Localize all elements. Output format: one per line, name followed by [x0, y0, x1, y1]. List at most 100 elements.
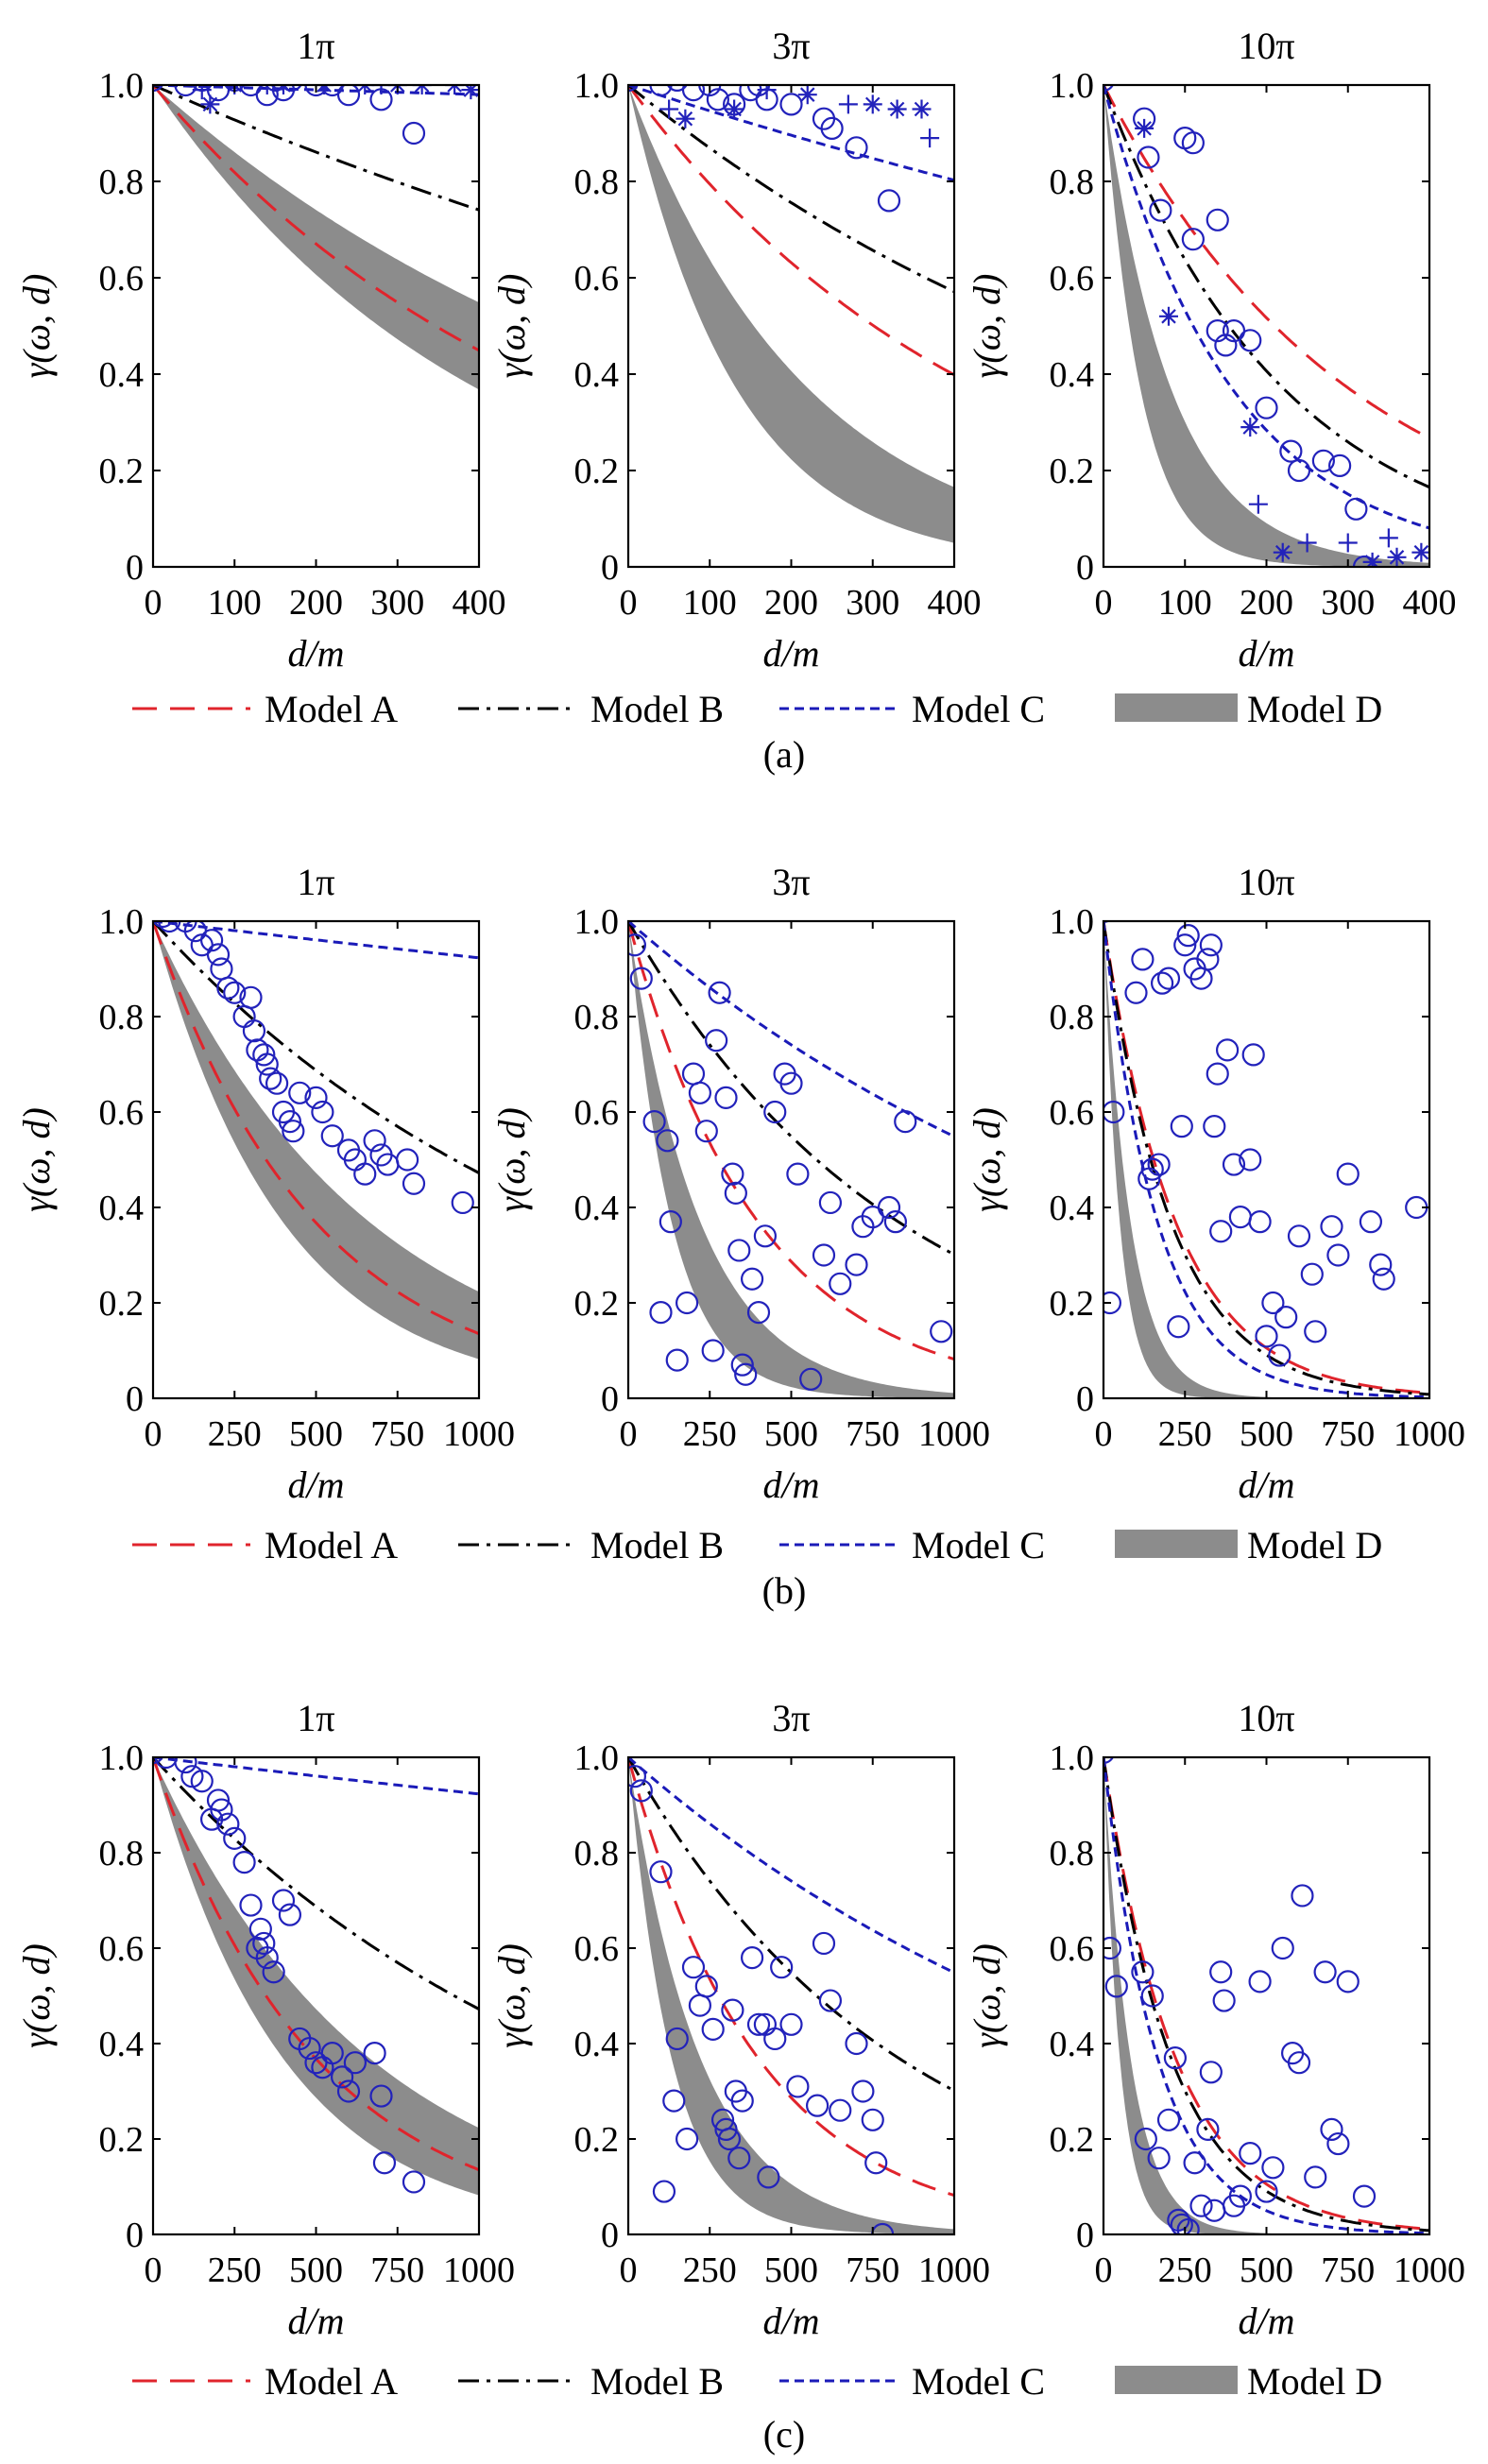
data-point	[724, 1181, 747, 1205]
data-point	[1131, 1960, 1154, 1984]
y-tick-label: 0.4	[574, 2025, 620, 2064]
star-marker	[725, 99, 744, 119]
data-point	[1176, 924, 1200, 948]
data-point	[1137, 145, 1160, 169]
data-point	[1173, 933, 1197, 957]
data-point	[242, 1019, 266, 1043]
data-point	[255, 1946, 279, 1970]
plus-marker	[371, 85, 391, 94]
y-tick-label: 0.6	[1050, 1093, 1095, 1133]
data-point	[1170, 2213, 1193, 2234]
data-point	[210, 957, 233, 981]
plus-marker	[920, 128, 940, 148]
data-point	[1328, 453, 1352, 477]
data-point	[200, 929, 224, 952]
data-point	[665, 2027, 689, 2051]
y-tick-label: 0.6	[574, 259, 620, 299]
data-point	[1196, 948, 1220, 971]
y-tick-label: 1.0	[1050, 902, 1095, 942]
data-point	[304, 85, 328, 97]
chart-panel: 0 0.2 0.4 0.6 0.8 1.0 0 250 500 750 1000 10π d/m γ(ω,…	[966, 861, 1465, 1506]
data-point	[1140, 1984, 1164, 2008]
star-marker	[797, 85, 817, 105]
model-a-line	[628, 85, 954, 377]
legend-label: Model A	[265, 2360, 398, 2403]
y-tick-label: 0.4	[99, 2025, 145, 2064]
star-marker	[863, 94, 882, 114]
data-point	[1228, 1205, 1253, 1229]
model-d-band	[628, 1757, 954, 2234]
plot-area	[628, 921, 954, 1398]
data-point	[1131, 948, 1154, 971]
data-point	[746, 2012, 771, 2036]
y-tick-label: 1.0	[99, 902, 145, 942]
data-point	[694, 1975, 718, 1998]
data-point	[662, 2089, 686, 2113]
model-c-line	[628, 85, 954, 182]
y-tick-label: 0	[126, 548, 144, 588]
panel-label: (c)	[763, 2413, 805, 2455]
data-point	[721, 1162, 744, 1186]
y-tick-label: 0.2	[1050, 452, 1095, 491]
data-point	[649, 1300, 673, 1325]
data-point	[746, 85, 771, 97]
model-d-band	[1103, 85, 1429, 567]
data-point	[701, 2017, 725, 2041]
data-point	[717, 2127, 742, 2151]
model-b-line	[628, 1757, 954, 2093]
model-b-line	[1103, 1757, 1429, 2233]
star-marker	[1135, 118, 1154, 138]
chart-panel: 0 0.2 0.4 0.6 0.8 1.0 0 100 200 300 400 3π d/m γ(ω, d…	[490, 25, 982, 675]
y-tick-label: 0.8	[1050, 998, 1095, 1037]
data-point	[1215, 1038, 1240, 1062]
data-point	[1150, 971, 1174, 995]
data-point	[1206, 1062, 1229, 1086]
plus-marker	[1248, 494, 1268, 514]
model-a-line	[153, 921, 479, 1336]
y-tick-label: 0.4	[574, 1189, 620, 1228]
data-point	[239, 985, 263, 1009]
x-tick-label: 400	[453, 583, 506, 623]
data-point	[223, 1826, 247, 1850]
data-point	[1209, 1220, 1233, 1243]
legend-label: Model C	[912, 1524, 1045, 1566]
data-point	[206, 1788, 231, 1812]
data-point	[311, 1100, 334, 1124]
star-marker	[1411, 542, 1429, 562]
x-axis-label: d/m	[288, 2300, 345, 2342]
data-point	[1336, 1970, 1360, 1993]
chart-panel: 0 0.2 0.4 0.6 0.8 1.0 0 250 500 750 1000 10π d/m γ(ω,…	[966, 1697, 1465, 2342]
data-point	[1304, 2165, 1327, 2189]
y-tick-label: 0.8	[574, 163, 620, 202]
x-tick-label: 1000	[1394, 1414, 1465, 1454]
data-point	[1156, 2108, 1181, 2131]
x-tick-label: 0	[1095, 1414, 1113, 1454]
data-point	[1170, 1115, 1193, 1138]
data-point	[681, 1062, 706, 1086]
data-point	[232, 1850, 256, 1874]
data-point	[1372, 1267, 1395, 1291]
data-point	[278, 1903, 301, 1926]
x-tick-label: 500	[289, 2250, 343, 2290]
data-point	[1248, 1210, 1272, 1234]
x-tick-label: 1000	[918, 1414, 990, 1454]
data-point	[1326, 1243, 1350, 1267]
data-point	[786, 2075, 810, 2098]
model-b-line	[628, 921, 954, 1257]
legend-swatch	[1115, 1530, 1238, 1558]
y-tick-label: 0	[126, 1379, 144, 1419]
star-marker	[1362, 552, 1382, 567]
y-axis-label: γ(ω, d)	[490, 1107, 533, 1212]
data-point	[154, 1757, 178, 1770]
panel-label: (a)	[763, 733, 805, 776]
x-tick-label: 1000	[443, 2250, 515, 2290]
data-point	[930, 1320, 953, 1343]
data-point	[1274, 1306, 1298, 1329]
y-tick-label: 1.0	[574, 1738, 620, 1778]
data-point	[1287, 2051, 1311, 2075]
x-tick-label: 100	[1158, 583, 1212, 623]
x-tick-label: 200	[1240, 583, 1293, 623]
data-point	[1248, 1970, 1272, 1993]
data-point	[369, 2084, 393, 2108]
y-tick-label: 0.6	[1050, 1929, 1095, 1969]
